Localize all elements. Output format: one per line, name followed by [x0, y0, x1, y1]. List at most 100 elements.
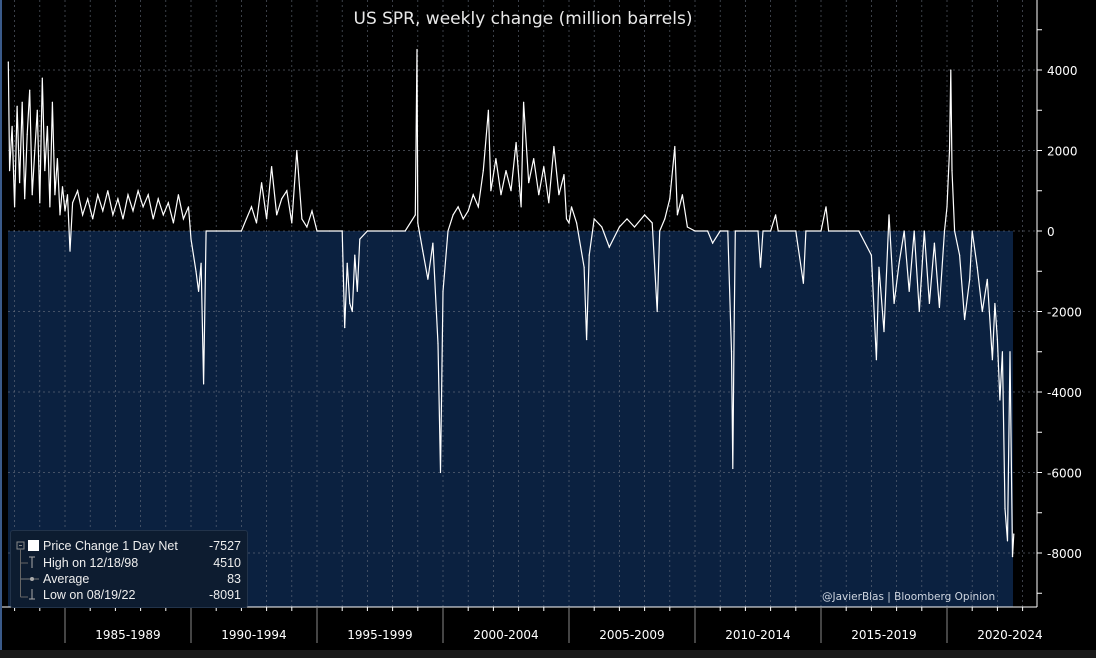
data-point: [888, 214, 890, 216]
data-point: [770, 230, 772, 232]
data-point: [913, 230, 915, 232]
data-point: [228, 230, 230, 232]
data-point: [44, 170, 46, 172]
data-point: [659, 230, 661, 232]
data-point: [523, 101, 525, 103]
data-point: [329, 230, 331, 232]
data-point: [996, 339, 999, 341]
data-point: [132, 210, 134, 212]
data-point: [276, 214, 278, 216]
x-tick-label: 1995-1999: [347, 628, 412, 642]
data-point: [8, 170, 11, 172]
credit-text: @JavierBlas | Bloomberg Opinion: [822, 591, 996, 603]
data-point: [664, 218, 666, 220]
data-point: [250, 206, 253, 208]
data-point: [938, 306, 941, 309]
data-point: [482, 170, 484, 172]
data-point: [127, 194, 129, 196]
data-point: [565, 218, 568, 220]
data-point: [563, 174, 565, 176]
data-point: [366, 230, 368, 232]
series-line: [7, 49, 1015, 557]
data-point: [959, 254, 961, 256]
data-point: [626, 218, 628, 220]
data-point: [669, 198, 671, 200]
legend-series-label: Price Change 1 Day Net: [43, 539, 178, 553]
data-point: [986, 278, 988, 280]
legend-average-value: 83: [227, 572, 241, 586]
y-tick-label: 4000: [1047, 64, 1078, 78]
data-point: [462, 218, 464, 220]
data-point: [588, 254, 590, 256]
data-point: [477, 206, 479, 208]
x-tick-label: 2000-2004: [473, 628, 538, 642]
data-point: [61, 186, 64, 188]
data-point: [732, 467, 734, 470]
data-point: [240, 230, 242, 232]
legend-high-value: 4510: [213, 556, 241, 570]
data-point: [505, 170, 507, 172]
data-point: [432, 242, 434, 244]
data-point: [946, 206, 948, 208]
data-point: [570, 206, 573, 208]
data-point: [107, 190, 109, 192]
data-point: [923, 230, 925, 232]
y-tick-label: -8000: [1047, 547, 1082, 561]
data-point: [34, 149, 36, 152]
data-point: [950, 69, 952, 71]
data-point: [97, 194, 99, 196]
data-point: [24, 198, 26, 200]
legend-average-label: Average: [43, 572, 90, 586]
legend-low: Low on 08/19/22 -8091: [43, 588, 241, 602]
data-point: [162, 214, 164, 216]
data-point: [266, 218, 268, 220]
data-point: [976, 266, 978, 268]
data-point: [543, 166, 545, 168]
data-point: [442, 290, 444, 292]
data-point: [39, 202, 41, 204]
data-point: [487, 109, 489, 111]
data-point: [437, 343, 439, 345]
data-point: [676, 214, 678, 216]
data-point: [500, 194, 502, 196]
legend: Price Change 1 Day Net -7527 High on 12/1…: [10, 530, 248, 608]
data-point: [167, 202, 169, 204]
data-point: [593, 218, 595, 220]
data-point: [69, 250, 71, 252]
data-point: [651, 222, 653, 224]
data-point: [46, 125, 48, 127]
data-point: [427, 278, 429, 280]
data-point: [51, 101, 54, 103]
legend-high: High on 12/18/98 4510: [43, 556, 241, 570]
data-point: [137, 190, 139, 192]
data-point: [898, 262, 900, 264]
x-tick-label: 1990-1994: [221, 628, 286, 642]
data-point: [991, 359, 993, 361]
data-point: [66, 194, 69, 196]
data-point: [447, 230, 449, 232]
data-point: [117, 198, 119, 200]
y-tick-label: -6000: [1047, 467, 1082, 481]
data-point: [87, 198, 89, 200]
data-point: [31, 194, 33, 196]
legend-series-value: -7527: [209, 539, 241, 553]
data-point: [568, 222, 570, 224]
data-point: [301, 218, 303, 220]
chart-title: US SPR, weekly change (million barrels): [353, 9, 693, 29]
data-point: [414, 214, 416, 216]
data-point: [845, 230, 847, 232]
data-point: [762, 230, 764, 232]
data-point: [943, 230, 946, 232]
data-point: [681, 194, 684, 196]
data-point: [11, 125, 13, 127]
data-point: [281, 198, 283, 200]
data-point: [152, 218, 154, 220]
data-point: [1006, 540, 1009, 542]
data-point: [92, 218, 94, 220]
data-point: [306, 226, 308, 228]
data-point: [157, 198, 159, 200]
data-point: [203, 383, 205, 385]
x-tick-label: 2015-2019: [851, 628, 916, 642]
data-point: [969, 278, 971, 280]
data-point: [933, 242, 936, 244]
